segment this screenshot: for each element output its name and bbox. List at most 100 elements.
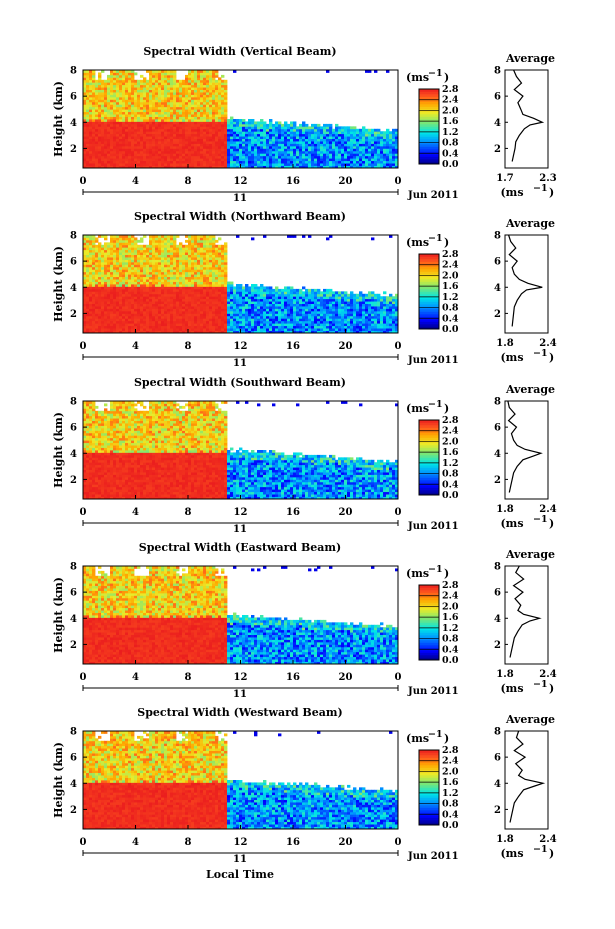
- heatmap-cell: [110, 82, 113, 85]
- heatmap-cell: [167, 286, 170, 289]
- heatmap-cell: [203, 272, 206, 275]
- heatmap-cell: [203, 114, 206, 117]
- heatmap-cell: [128, 139, 131, 142]
- heatmap-cell: [272, 139, 275, 142]
- heatmap-cell: [272, 151, 275, 154]
- heatmap-cell: [212, 95, 215, 98]
- heatmap-cell: [161, 289, 164, 292]
- heatmap-cell: [227, 146, 230, 149]
- heatmap-cell: [92, 240, 95, 243]
- heatmap-cell: [128, 151, 131, 154]
- heatmap-cell: [215, 112, 218, 115]
- heatmap-cell: [191, 82, 194, 85]
- heatmap-cell: [254, 139, 257, 142]
- heatmap-cell: [365, 148, 368, 151]
- heatmap-cell: [92, 252, 95, 255]
- heatmap-cell: [143, 158, 146, 161]
- heatmap-cell: [209, 252, 212, 255]
- heatmap-cell: [185, 144, 188, 147]
- heatmap-cell: [305, 148, 308, 151]
- heatmap-cell: [371, 131, 374, 134]
- heatmap-cell: [92, 80, 95, 83]
- heatmap-cell: [119, 269, 122, 272]
- heatmap-cell: [185, 136, 188, 139]
- heatmap-cell: [179, 318, 182, 321]
- heatmap-cell: [104, 126, 107, 129]
- heatmap-cell: [203, 146, 206, 149]
- heatmap-cell: [296, 134, 299, 137]
- heatmap-cell: [155, 72, 158, 75]
- heatmap-cell: [143, 328, 146, 331]
- heatmap-cell: [185, 318, 188, 321]
- heatmap-cell: [200, 102, 203, 105]
- heatmap-cell: [128, 274, 131, 277]
- heatmap-cell: [137, 311, 140, 314]
- heatmap-cell: [197, 129, 200, 132]
- heatmap-cell: [212, 274, 215, 277]
- heatmap-cell: [170, 97, 173, 100]
- heatmap-cell: [305, 156, 308, 159]
- heatmap-cell: [128, 247, 131, 250]
- heatmap-cell: [104, 274, 107, 277]
- heatmap-cell: [104, 102, 107, 105]
- heatmap-cell: [260, 156, 263, 159]
- heatmap-cell: [212, 326, 215, 329]
- heatmap-cell: [140, 117, 143, 120]
- heatmap-cell: [89, 112, 92, 115]
- heatmap-cell: [89, 321, 92, 324]
- heatmap-cell: [200, 126, 203, 129]
- heatmap-cell: [146, 306, 149, 309]
- heatmap-cell: [200, 131, 203, 134]
- heatmap-cell: [194, 242, 197, 245]
- heatmap-cell: [110, 136, 113, 139]
- heatmap-cell: [386, 131, 389, 134]
- heatmap-cell: [119, 304, 122, 307]
- heatmap-cell: [326, 148, 329, 151]
- heatmap-cell: [185, 252, 188, 255]
- heatmap-cell: [158, 148, 161, 151]
- heatmap-cell: [95, 260, 98, 263]
- heatmap-cell: [344, 131, 347, 134]
- heatmap-cell: [284, 158, 287, 161]
- heatmap-cell: [377, 131, 380, 134]
- heatmap-cell: [377, 163, 380, 166]
- heatmap-cell: [206, 279, 209, 282]
- heatmap-cell: [245, 286, 248, 289]
- heatmap-cell: [182, 282, 185, 285]
- heatmap-cell: [215, 313, 218, 316]
- heatmap-cell: [146, 326, 149, 329]
- heatmap-cell: [131, 163, 134, 166]
- heatmap-cell: [167, 151, 170, 154]
- heatmap-cell: [131, 114, 134, 117]
- heatmap-cell: [110, 77, 113, 80]
- heatmap-cell: [374, 163, 377, 166]
- heatmap-cell: [344, 139, 347, 142]
- heatmap-cell: [374, 141, 377, 144]
- heatmap-cell: [188, 264, 191, 267]
- heatmap-cell: [101, 277, 104, 280]
- heatmap-cell: [296, 148, 299, 151]
- heatmap-cell: [131, 282, 134, 285]
- heatmap-cell: [263, 151, 266, 154]
- heatmap-cell: [113, 296, 116, 299]
- heatmap-cell: [110, 242, 113, 245]
- heatmap-cell: [146, 250, 149, 253]
- heatmap-cell: [131, 255, 134, 258]
- heatmap-cell: [203, 141, 206, 144]
- heatmap-cell: [131, 257, 134, 260]
- heatmap-cell: [389, 139, 392, 142]
- heatmap-cell: [149, 262, 152, 265]
- heatmap-cell: [227, 326, 230, 329]
- heatmap-cell: [185, 294, 188, 297]
- heatmap-cell: [245, 121, 248, 124]
- heatmap-cell: [335, 126, 338, 129]
- heatmap-cell: [353, 161, 356, 164]
- heatmap-cell: [239, 134, 242, 137]
- heatmap-cell: [215, 245, 218, 248]
- heatmap-cell: [287, 129, 290, 132]
- heatmap-cell: [218, 131, 221, 134]
- heatmap-cell: [122, 252, 125, 255]
- heatmap-cell: [182, 323, 185, 326]
- heatmap-cell: [239, 316, 242, 319]
- heatmap-cell: [116, 109, 119, 112]
